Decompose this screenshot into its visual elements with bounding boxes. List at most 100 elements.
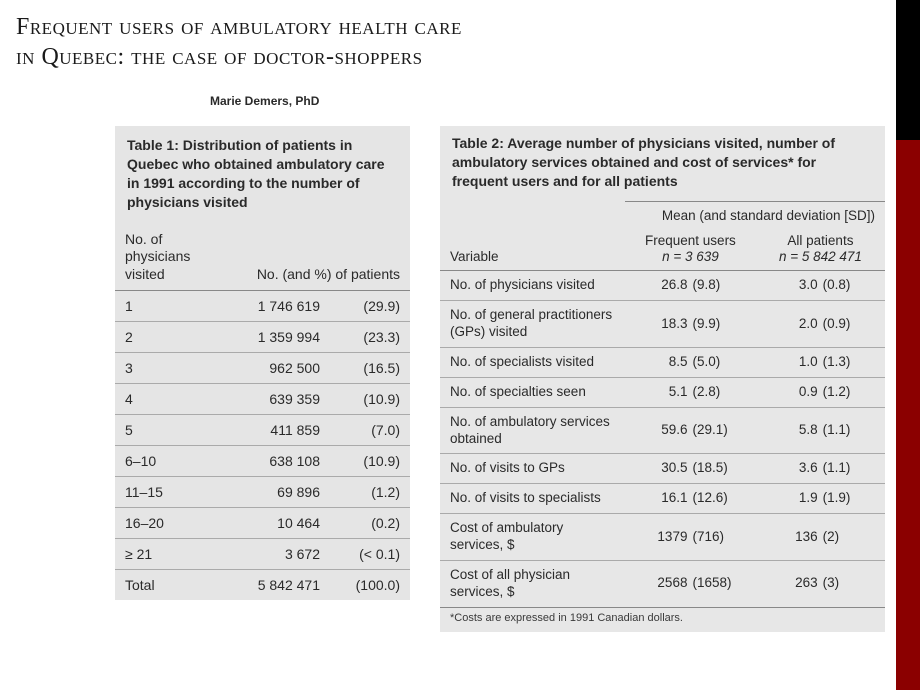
- t2-cell-all-mean: 1.9: [756, 484, 819, 514]
- table-2-caption: Table 2: Average number of physicians vi…: [440, 126, 885, 201]
- table-row: 5411 859(7.0): [115, 415, 410, 446]
- t2-cell-all-sd: (2): [819, 514, 885, 561]
- t2-cell-all-mean: 263: [756, 560, 819, 606]
- t2-cell-freq-mean: 1379: [625, 514, 689, 561]
- t1-cell-label: 16–20: [115, 508, 205, 539]
- t2-cell-freq-mean: 26.8: [625, 271, 689, 301]
- t2-cell-all-mean: 3.6: [756, 454, 819, 484]
- side-accent-black: [896, 0, 920, 140]
- side-accent-bar: [896, 0, 920, 690]
- t1-cell-label: Total: [115, 570, 205, 601]
- t2-cell-all-mean: 5.8: [756, 407, 819, 454]
- t1-cell-label: ≥ 21: [115, 539, 205, 570]
- table-row: No. of visits to GPs30.5(18.5)3.6(1.1): [440, 454, 885, 484]
- t1-cell-count: 69 896: [205, 477, 330, 508]
- t2-cell-variable: No. of specialists visited: [440, 347, 625, 377]
- t1-cell-label: 11–15: [115, 477, 205, 508]
- table-1-caption: Table 1: Distribution of patients in Que…: [115, 126, 410, 224]
- table-row: 21 359 994(23.3): [115, 322, 410, 353]
- t2-cell-freq-sd: (9.8): [688, 271, 755, 301]
- table-row: 4639 359(10.9): [115, 384, 410, 415]
- t1-cell-label: 4: [115, 384, 205, 415]
- table-1: Table 1: Distribution of patients in Que…: [115, 126, 410, 600]
- page-title: Frequent users of ambulatory health care…: [0, 0, 920, 76]
- t1-cell-count: 1 359 994: [205, 322, 330, 353]
- t2-cell-freq-sd: (5.0): [688, 347, 755, 377]
- table-row: No. of ambulatory services obtained59.6(…: [440, 407, 885, 454]
- t2-cell-all-sd: (3): [819, 560, 885, 606]
- t1-cell-count: 5 842 471: [205, 570, 330, 601]
- t2-cell-all-mean: 2.0: [756, 301, 819, 348]
- t1-cell-pct: (23.3): [330, 322, 410, 353]
- t2-cell-all-mean: 1.0: [756, 347, 819, 377]
- t2-cell-all-sd: (0.8): [819, 271, 885, 301]
- t2-cell-all-mean: 0.9: [756, 377, 819, 407]
- table-row: No. of specialists visited8.5(5.0)1.0(1.…: [440, 347, 885, 377]
- table-row: No. of visits to specialists16.1(12.6)1.…: [440, 484, 885, 514]
- table-row: 11–1569 896(1.2): [115, 477, 410, 508]
- t1-cell-label: 3: [115, 353, 205, 384]
- table-row: Cost of ambulatory services, $1379(716)1…: [440, 514, 885, 561]
- table-1-grid: No. of physicians visited No. (and %) of…: [115, 224, 410, 601]
- t1-cell-pct: (29.9): [330, 291, 410, 322]
- t2-cell-freq-sd: (716): [688, 514, 755, 561]
- t2-header-frequent: Frequent users n = 3 639: [625, 229, 756, 271]
- t1-cell-count: 639 359: [205, 384, 330, 415]
- t2-cell-freq-mean: 16.1: [625, 484, 689, 514]
- t2-cell-variable: No. of general practitioners (GPs) visit…: [440, 301, 625, 348]
- table-2-footnote: *Costs are expressed in 1991 Canadian do…: [440, 607, 885, 632]
- t1-cell-pct: (100.0): [330, 570, 410, 601]
- t2-cell-all-mean: 3.0: [756, 271, 819, 301]
- table-row: No. of general practitioners (GPs) visit…: [440, 301, 885, 348]
- t1-cell-label: 5: [115, 415, 205, 446]
- t2-super-header: Mean (and standard deviation [SD]): [625, 201, 885, 228]
- t2-cell-all-sd: (1.1): [819, 407, 885, 454]
- t1-cell-count: 411 859: [205, 415, 330, 446]
- t2-cell-all-mean: 136: [756, 514, 819, 561]
- table-2-grid: Mean (and standard deviation [SD]) Varia…: [440, 201, 885, 607]
- t2-cell-variable: No. of visits to GPs: [440, 454, 625, 484]
- t1-cell-pct: (10.9): [330, 384, 410, 415]
- t1-cell-count: 962 500: [205, 353, 330, 384]
- table-row: 3962 500(16.5): [115, 353, 410, 384]
- t1-cell-label: 6–10: [115, 446, 205, 477]
- t2-all-n: n = 5 842 471: [779, 249, 862, 264]
- t1-cell-pct: (1.2): [330, 477, 410, 508]
- table-row: 11 746 619(29.9): [115, 291, 410, 322]
- t1-cell-pct: (10.9): [330, 446, 410, 477]
- t2-cell-all-sd: (0.9): [819, 301, 885, 348]
- t2-cell-all-sd: (1.1): [819, 454, 885, 484]
- t2-cell-freq-sd: (12.6): [688, 484, 755, 514]
- tables-container: Table 1: Distribution of patients in Que…: [0, 126, 920, 632]
- t1-cell-count: 638 108: [205, 446, 330, 477]
- t2-header-all: All patients n = 5 842 471: [756, 229, 885, 271]
- table-row: Cost of all physician services, $2568(16…: [440, 560, 885, 606]
- t2-cell-variable: No. of specialties seen: [440, 377, 625, 407]
- t2-cell-freq-sd: (1658): [688, 560, 755, 606]
- t1-cell-count: 10 464: [205, 508, 330, 539]
- t1-cell-label: 1: [115, 291, 205, 322]
- t2-cell-freq-mean: 30.5: [625, 454, 689, 484]
- table-row: ≥ 213 672(< 0.1): [115, 539, 410, 570]
- t2-cell-variable: Cost of all physician services, $: [440, 560, 625, 606]
- table-2: Table 2: Average number of physicians vi…: [440, 126, 885, 632]
- t2-cell-variable: Cost of ambulatory services, $: [440, 514, 625, 561]
- t2-cell-freq-mean: 59.6: [625, 407, 689, 454]
- t2-cell-freq-sd: (18.5): [688, 454, 755, 484]
- t1-cell-pct: (< 0.1): [330, 539, 410, 570]
- title-line-2: in Quebec: the case of doctor-shoppers: [16, 44, 423, 70]
- t2-cell-freq-sd: (29.1): [688, 407, 755, 454]
- t2-cell-freq-sd: (2.8): [688, 377, 755, 407]
- t2-cell-all-sd: (1.9): [819, 484, 885, 514]
- t2-freq-n: n = 3 639: [662, 249, 719, 264]
- t1-cell-count: 1 746 619: [205, 291, 330, 322]
- table-row: No. of specialties seen5.1(2.8)0.9(1.2): [440, 377, 885, 407]
- author-line: Marie Demers, PhD: [0, 94, 920, 108]
- t2-cell-freq-sd: (9.9): [688, 301, 755, 348]
- t2-header-variable: Variable: [440, 229, 625, 271]
- t1-header-physicians: No. of physicians visited: [115, 224, 205, 291]
- table-row: 16–2010 464(0.2): [115, 508, 410, 539]
- t2-cell-variable: No. of ambulatory services obtained: [440, 407, 625, 454]
- t2-cell-freq-mean: 18.3: [625, 301, 689, 348]
- t2-cell-freq-mean: 8.5: [625, 347, 689, 377]
